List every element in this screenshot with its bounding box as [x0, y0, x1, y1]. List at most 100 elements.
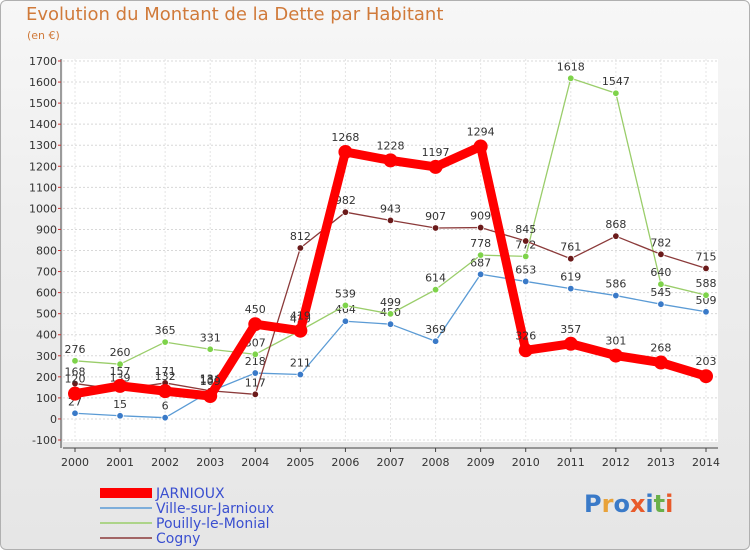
data-point: [293, 323, 308, 338]
x-tick-label: 2001: [106, 456, 134, 469]
data-label: 331: [200, 331, 221, 344]
data-label: 109: [200, 375, 221, 388]
y-tick-label: 0: [50, 413, 57, 426]
x-tick-label: 2005: [286, 456, 314, 469]
data-label: 157: [110, 365, 131, 378]
y-tick-label: 600: [36, 287, 57, 300]
y-tick-label: 300: [36, 350, 57, 363]
y-tick-label: 1400: [29, 118, 57, 131]
data-point: [386, 310, 395, 318]
brand-letter: i: [665, 490, 674, 518]
data-point: [296, 244, 305, 252]
data-point: [71, 409, 79, 417]
data-point: [657, 250, 665, 258]
data-point: [522, 277, 530, 286]
data-point: [522, 252, 530, 261]
y-tick-label: 400: [36, 329, 57, 342]
data-point: [341, 317, 350, 325]
y-tick-label: 1200: [29, 160, 57, 173]
data-label: 545: [650, 286, 671, 299]
data-point: [476, 223, 485, 232]
y-tick-label: 800: [36, 245, 57, 258]
data-label: 419: [290, 310, 311, 323]
data-label: 203: [696, 355, 717, 368]
data-label: 868: [605, 218, 626, 231]
y-tick-label: 1700: [29, 55, 57, 68]
data-label: 782: [650, 236, 671, 249]
data-point: [251, 350, 259, 359]
data-point: [702, 291, 710, 299]
data-label: 845: [515, 223, 536, 236]
data-label: 171: [155, 365, 176, 378]
data-point: [563, 336, 578, 351]
data-label: 326: [515, 329, 536, 342]
data-point: [657, 300, 665, 308]
x-tick-label: 2009: [467, 456, 495, 469]
y-tick-label: 900: [36, 223, 57, 236]
x-tick-label: 2007: [377, 456, 405, 469]
x-tick-label: 2004: [241, 456, 269, 469]
data-point: [71, 357, 79, 365]
data-label: 1228: [377, 139, 405, 152]
legend-label: Ville-sur-Jarnioux: [156, 501, 274, 517]
data-label: 614: [425, 272, 446, 285]
data-point: [203, 388, 218, 403]
y-tick-label: 200: [36, 371, 57, 384]
data-label: 982: [335, 194, 356, 207]
data-point: [567, 255, 575, 263]
brand-letter: x: [629, 490, 646, 518]
brand-letter: r: [601, 490, 614, 518]
data-label: 907: [425, 210, 446, 223]
data-label: 761: [560, 241, 581, 254]
data-point: [116, 412, 124, 420]
data-point: [702, 264, 710, 273]
data-point: [386, 320, 395, 328]
data-label: 211: [290, 357, 311, 370]
legend-label: JARNIOUX: [155, 486, 225, 502]
data-point: [386, 216, 395, 225]
data-point: [428, 159, 443, 174]
data-point: [161, 413, 169, 422]
data-point: [608, 348, 623, 363]
data-label: 301: [605, 335, 626, 348]
data-label: 132: [155, 370, 176, 383]
data-point: [612, 232, 620, 240]
brand-letter: i: [645, 490, 654, 518]
x-tick-label: 2014: [692, 456, 720, 469]
data-label: 653: [515, 263, 536, 276]
data-point: [522, 237, 530, 245]
data-point: [161, 338, 169, 346]
y-tick-label: 500: [36, 308, 57, 321]
x-tick-label: 2002: [151, 456, 179, 469]
data-point: [431, 224, 440, 232]
data-label: 357: [560, 323, 581, 336]
data-label: 365: [155, 324, 176, 337]
x-tick-label: 2011: [557, 456, 585, 469]
y-tick-label: 700: [36, 266, 57, 279]
data-label: 772: [515, 238, 536, 251]
legend-label: Cogny: [156, 531, 200, 547]
data-point: [612, 291, 620, 300]
data-point: [431, 285, 440, 294]
data-label: 276: [65, 343, 86, 356]
data-point: [567, 284, 575, 293]
x-tick-label: 2008: [422, 456, 450, 469]
data-label: 943: [380, 202, 401, 215]
x-tick-label: 2013: [647, 456, 675, 469]
proxiti-logo: Proxiti: [584, 490, 673, 518]
legend-label: Pouilly-le-Monial: [156, 516, 270, 532]
brand-letter: P: [584, 490, 602, 518]
data-point: [251, 390, 259, 399]
data-point: [518, 343, 533, 358]
data-point: [612, 89, 620, 97]
data-point: [699, 369, 713, 384]
data-label: 715: [696, 250, 717, 263]
data-label: 1547: [602, 75, 630, 88]
data-label: 1197: [422, 146, 450, 159]
data-label: 1618: [557, 60, 585, 73]
chart-subtitle: (en €): [27, 29, 60, 42]
data-label: 909: [470, 210, 491, 223]
data-label: 499: [380, 296, 401, 309]
data-label: 218: [245, 355, 266, 368]
